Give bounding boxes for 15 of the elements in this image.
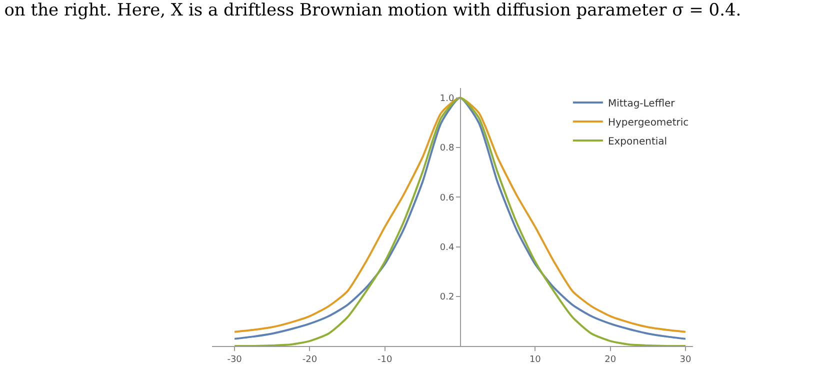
legend-label: Mittag-Leffler bbox=[608, 98, 676, 110]
x-tick-label: -10 bbox=[378, 354, 392, 365]
y-tick-label: 0.2 bbox=[440, 292, 454, 303]
x-tick-label: -30 bbox=[227, 354, 242, 365]
y-tick-label: 0.8 bbox=[440, 144, 454, 154]
x-tick-label: 30 bbox=[680, 354, 692, 365]
legend-label: Exponential bbox=[608, 136, 668, 148]
legend-label: Hypergeometric bbox=[608, 117, 689, 128]
x-tick-label: 10 bbox=[529, 354, 542, 365]
y-tick-label: 0.6 bbox=[440, 193, 454, 204]
x-tick-label: 20 bbox=[604, 354, 616, 365]
x-tick-label: -20 bbox=[302, 354, 318, 365]
y-tick-label: 1.0 bbox=[440, 94, 454, 104]
y-tick-label: 0.4 bbox=[440, 242, 454, 253]
chart-title: on the right. Here, X is a driftless Brownian motion with diffusion parameter σ = 0.4. bbox=[4, 0, 742, 21]
